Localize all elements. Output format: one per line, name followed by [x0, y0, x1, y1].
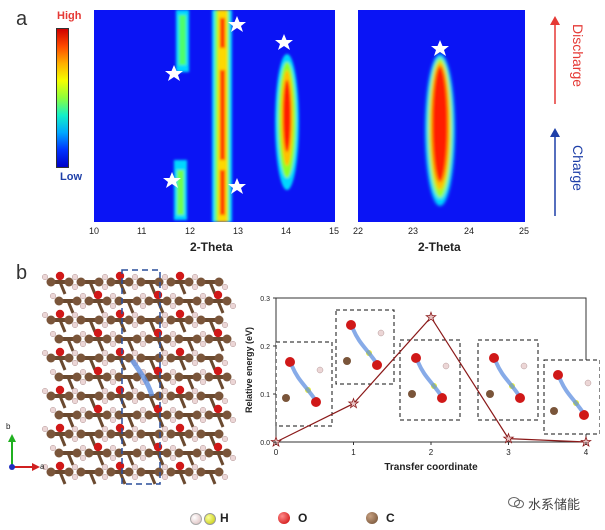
chart-x-tick: 1	[351, 448, 356, 457]
wechat-icon	[508, 497, 524, 509]
atom-legend: H O C	[190, 510, 490, 528]
charge-arrow-icon	[550, 128, 560, 216]
chart-x-tick: 2	[429, 448, 434, 457]
h-atom-alt-icon	[204, 513, 216, 525]
left-x-ticks: 10 11 12 13 14 15	[89, 226, 340, 236]
h-atom-icon	[190, 513, 202, 525]
star-marker-right	[431, 40, 449, 56]
chart-y-tick: 0.3	[260, 296, 270, 303]
lattice-axis-b: b	[6, 422, 11, 431]
left-x-axis-title: 2-Theta	[190, 240, 233, 254]
lattice-axis-a: a	[40, 462, 45, 471]
heatmap-left	[94, 10, 335, 222]
colorbar-high-label: High	[57, 10, 82, 22]
o-atom-icon	[278, 512, 290, 524]
chart-y-tick: 0.2	[260, 344, 270, 351]
chart-x-tick: 3	[506, 448, 511, 457]
crystal-structure-illustration	[41, 269, 237, 485]
chart-y-axis-title: Relative energy (eV)	[244, 327, 254, 413]
chart-y-tick: 0.0	[260, 440, 270, 447]
chart-point	[425, 310, 437, 323]
lattice-axes-icon	[8, 434, 40, 471]
chart-y-tick: 0.1	[260, 392, 270, 399]
chart-point	[502, 432, 515, 444]
chart-insets	[275, 309, 600, 435]
discharge-arrow-icon	[550, 16, 560, 104]
chart-x-axis-title: Transfer coordinate	[384, 462, 478, 473]
heatmap-right	[358, 10, 525, 222]
discharge-label: Discharge	[570, 24, 586, 88]
charge-label: Charge	[570, 145, 586, 191]
chart-ticks: 0 1 2 3 4 0.0 0.1 0.2 0.3	[260, 296, 589, 457]
legend-h-label: H	[220, 511, 229, 525]
star-markers	[163, 16, 293, 194]
watermark-text: 水系储能	[528, 497, 581, 512]
energy-profile-chart: 0 1 2 3 4 0.0 0.1 0.2 0.3 Transfer coordinate Re…	[244, 296, 600, 473]
right-x-ticks: 22 23 24 25	[353, 226, 530, 236]
legend-c-label: C	[386, 511, 395, 525]
chart-x-tick: 4	[584, 448, 589, 457]
colorbar-low-label: Low	[60, 171, 82, 183]
c-atom-icon	[366, 512, 378, 524]
chart-x-tick: 0	[274, 448, 279, 457]
chart-point	[347, 397, 360, 409]
legend-o-label: O	[298, 511, 308, 525]
panel-a-label: a	[16, 8, 28, 30]
right-x-axis-title: 2-Theta	[418, 240, 461, 254]
panel-b-label: b	[16, 262, 28, 284]
watermark: 水系储能	[508, 494, 602, 514]
colorbar	[56, 28, 69, 168]
